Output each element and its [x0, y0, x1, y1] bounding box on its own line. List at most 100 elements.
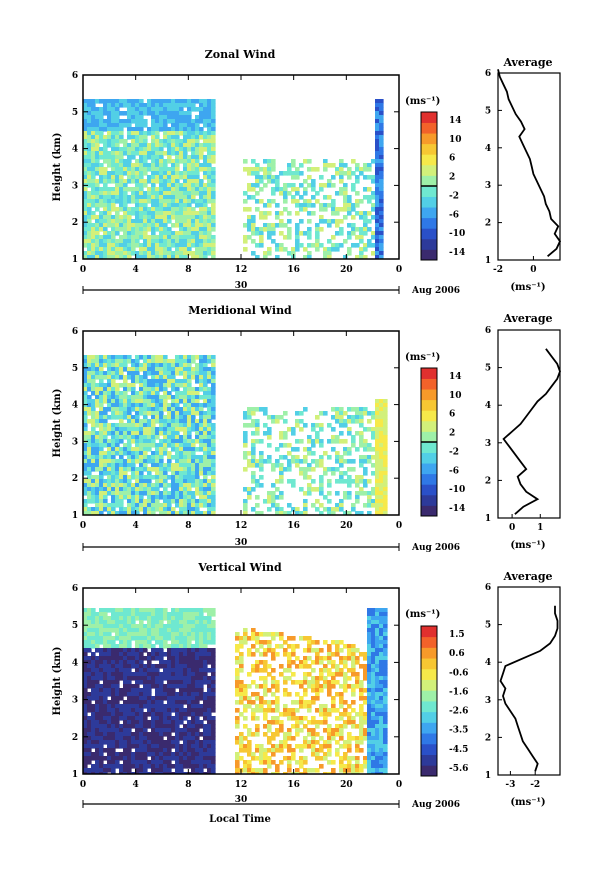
- heatmap-cell: [143, 768, 148, 773]
- heatmap-cell: [195, 423, 200, 428]
- heatmap-cell: [155, 443, 160, 448]
- heatmap-cell: [319, 175, 324, 180]
- heatmap-cell: [167, 463, 172, 468]
- heatmap-cell: [119, 732, 124, 737]
- heatmap-cell: [199, 411, 204, 416]
- heatmap-cell: [183, 415, 188, 420]
- heatmap-cell: [247, 463, 252, 468]
- heatmap-cell: [163, 211, 168, 216]
- heatmap-cell: [347, 427, 352, 432]
- heatmap-cell: [171, 183, 176, 188]
- heatmap-cell: [95, 171, 100, 176]
- heatmap-cell: [139, 191, 144, 196]
- heatmap-cell: [167, 411, 172, 416]
- heatmap-cell: [163, 628, 168, 633]
- heatmap-cell: [247, 459, 252, 464]
- heatmap-cell: [139, 387, 144, 392]
- heatmap-cell: [83, 443, 88, 448]
- heatmap-cell: [103, 503, 108, 508]
- heatmap-cell: [175, 379, 180, 384]
- heatmap-cell: [163, 115, 168, 120]
- heatmap-cell: [375, 423, 380, 428]
- heatmap-cell: [95, 688, 100, 693]
- heatmap-cell: [135, 507, 140, 512]
- heatmap-cell: [363, 427, 368, 432]
- heatmap-cell: [103, 748, 108, 753]
- heatmap-cell: [131, 399, 136, 404]
- heatmap-cell: [243, 636, 248, 641]
- heatmap-cell: [139, 644, 144, 649]
- heatmap-cell: [159, 744, 164, 749]
- heatmap-cell: [195, 235, 200, 240]
- heatmap-cell: [263, 648, 268, 653]
- heatmap-cell: [99, 239, 104, 244]
- heatmap-cell: [383, 423, 388, 428]
- heatmap-cell: [103, 407, 108, 412]
- heatmap-cell: [355, 235, 360, 240]
- heatmap-cell: [195, 656, 200, 661]
- heatmap-cell: [99, 511, 104, 515]
- heatmap-cell: [343, 215, 348, 220]
- heatmap-cell: [239, 756, 244, 761]
- heatmap-cell: [163, 171, 168, 176]
- heatmap-cell: [195, 692, 200, 697]
- heatmap-cell: [175, 684, 180, 689]
- heatmap-cell: [159, 728, 164, 733]
- heatmap-cell: [127, 756, 132, 761]
- heatmap-cell: [207, 772, 212, 774]
- heatmap-cell: [83, 483, 88, 488]
- heatmap-cell: [143, 640, 148, 645]
- heatmap-cell: [87, 131, 92, 136]
- heatmap-cell: [239, 740, 244, 745]
- heatmap-cell: [151, 712, 156, 717]
- heatmap-cell: [307, 251, 312, 256]
- heatmap-cell: [87, 371, 92, 376]
- heatmap-cell: [159, 175, 164, 180]
- heatmap-cell: [251, 167, 256, 172]
- heatmap-cell: [107, 720, 112, 725]
- heatmap-cell: [263, 175, 268, 180]
- heatmap-cell: [207, 688, 212, 693]
- heatmap-cell: [115, 163, 120, 168]
- heatmap-cell: [175, 459, 180, 464]
- heatmap-cell: [91, 636, 96, 641]
- heatmap-cell: [135, 111, 140, 116]
- heatmap-cell: [287, 219, 292, 224]
- heatmap-cell: [87, 203, 92, 208]
- heatmap-cell: [183, 151, 188, 156]
- heatmap-cell: [135, 139, 140, 144]
- heatmap-cell: [155, 499, 160, 504]
- heatmap-cell: [191, 139, 196, 144]
- heatmap-cell: [187, 147, 192, 152]
- heatmap-cell: [155, 239, 160, 244]
- heatmap-cell: [147, 383, 152, 388]
- heatmap-cell: [123, 399, 128, 404]
- heatmap-cell: [135, 772, 140, 774]
- heatmap-cell: [83, 239, 88, 244]
- heatmap-cell: [95, 740, 100, 745]
- heatmap-cell: [163, 399, 168, 404]
- heatmap-cell: [115, 367, 120, 372]
- heatmap-cell: [379, 419, 384, 424]
- heatmap-cell: [299, 183, 304, 188]
- heatmap-cell: [147, 487, 152, 492]
- heatmap-cell: [175, 355, 180, 360]
- heatmap-cell: [147, 692, 152, 697]
- heatmap-cell: [95, 391, 100, 396]
- heatmap-cell: [111, 359, 116, 364]
- heatmap-cell: [159, 467, 164, 472]
- heatmap-cell: [87, 115, 92, 120]
- heatmap-cell: [91, 660, 96, 665]
- heatmap-cell: [87, 191, 92, 196]
- heatmap-cell: [179, 439, 184, 444]
- heatmap-cell: [115, 387, 120, 392]
- heatmap-cell: [107, 219, 112, 224]
- heatmap-cell: [175, 151, 180, 156]
- heatmap-cell: [195, 179, 200, 184]
- heatmap-cell: [147, 399, 152, 404]
- heatmap-cell: [283, 187, 288, 192]
- heatmap-cell: [143, 423, 148, 428]
- heatmap-cell: [171, 163, 176, 168]
- heatmap-cell: [303, 231, 308, 236]
- heatmap-cell: [127, 748, 132, 753]
